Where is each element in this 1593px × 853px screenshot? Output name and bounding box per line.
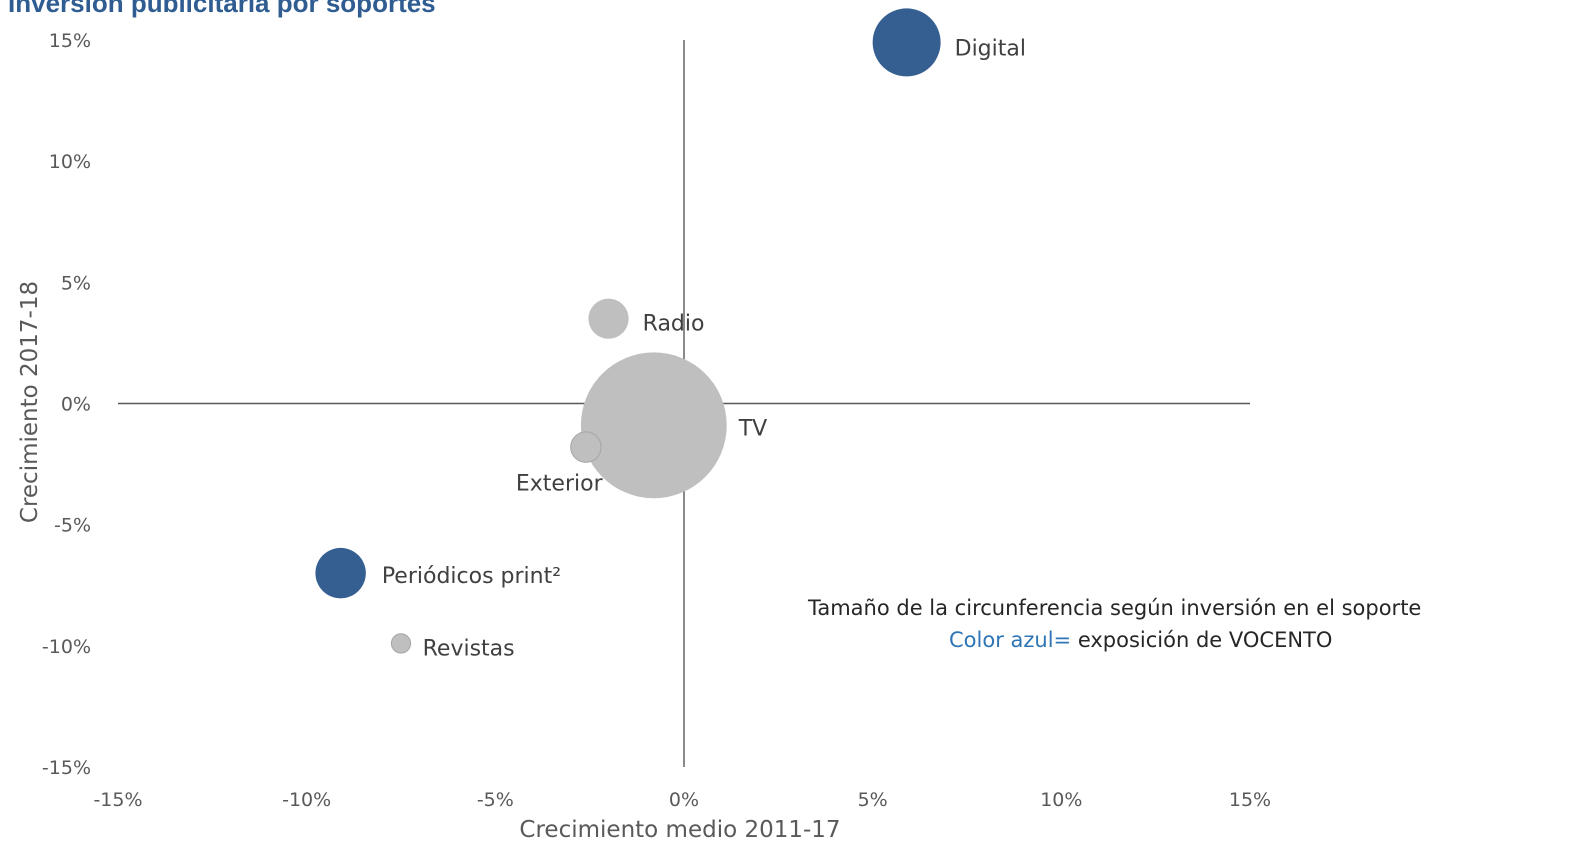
tick-labels: -15% -10% -5% 0% 5% 10% 15% 15% 10% 5% 0% -5% -10% -1… bbox=[42, 30, 1271, 811]
x-tick-label: -5% bbox=[477, 789, 514, 811]
y-tick-label: 10% bbox=[49, 151, 91, 173]
x-tick-label: 0% bbox=[669, 789, 699, 811]
chart-title: Inversión publicitaria por soportes bbox=[8, 0, 436, 18]
bubbles bbox=[315, 8, 941, 654]
x-tick-label: 10% bbox=[1040, 789, 1082, 811]
point-label: Radio bbox=[643, 312, 705, 337]
x-tick-label: -10% bbox=[282, 789, 331, 811]
color-note-rest: exposición de VOCENTO bbox=[1071, 628, 1333, 652]
bubble bbox=[872, 8, 941, 77]
color-note-blue: Color azul= bbox=[949, 628, 1072, 652]
point-label: TV bbox=[738, 416, 768, 441]
point-label: Exterior bbox=[516, 471, 604, 496]
x-axis-title: Crecimiento medio 2011-17 bbox=[519, 817, 840, 843]
y-tick-label: -10% bbox=[42, 636, 91, 658]
y-tick-label: -5% bbox=[54, 515, 91, 537]
x-tick-label: 5% bbox=[858, 789, 888, 811]
bubble bbox=[580, 352, 727, 499]
y-tick-label: 15% bbox=[49, 30, 91, 52]
point-label: Periódicos print² bbox=[382, 564, 561, 589]
y-axis-title: Crecimiento 2017-18 bbox=[17, 281, 43, 523]
point-label: Digital bbox=[955, 36, 1026, 61]
x-tick-label: 15% bbox=[1229, 789, 1271, 811]
color-note: Color azul= exposición de VOCENTO bbox=[949, 628, 1332, 652]
bubble bbox=[570, 431, 602, 463]
point-labels: Digital Radio TV Exterior Periódicos print² R… bbox=[382, 36, 1026, 661]
y-tick-label: -15% bbox=[42, 757, 91, 779]
y-tick-label: 0% bbox=[61, 394, 91, 416]
bubble bbox=[588, 298, 629, 339]
point-label: Revistas bbox=[423, 636, 515, 661]
size-note: Tamaño de la circunferencia según invers… bbox=[808, 596, 1422, 620]
bubble bbox=[390, 633, 412, 654]
y-tick-label: 5% bbox=[61, 272, 91, 294]
bubble bbox=[315, 547, 366, 599]
x-tick-label: -15% bbox=[93, 789, 142, 811]
